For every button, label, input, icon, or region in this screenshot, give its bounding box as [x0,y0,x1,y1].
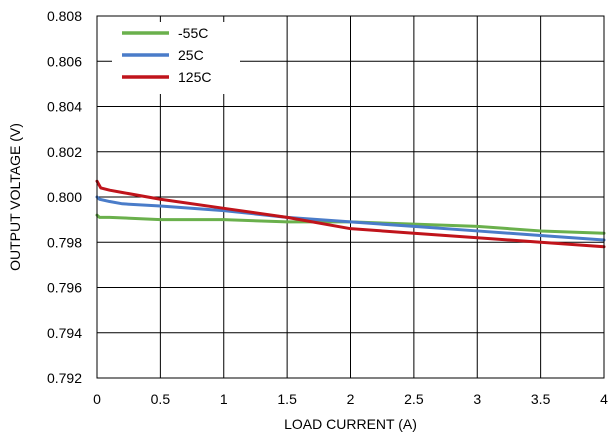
x-tick-label: 0.5 [151,391,171,407]
plot-frame [96,15,605,379]
x-tick-label: 3.5 [531,391,551,407]
series-line-55c [95,213,606,235]
x-tick-label: 1.5 [277,391,297,407]
x-tick-label: 0 [93,391,101,407]
x-tick-label: 2.5 [404,391,424,407]
legend-label: 125C [178,69,211,85]
series-line-125c [95,179,606,249]
y-tick-label: 0.806 [47,53,82,69]
x-tick-label: 3 [473,391,481,407]
x-tick-label: 2 [347,391,355,407]
y-tick-label: 0.804 [47,99,82,115]
y-tick-labels: 0.792 0.794 0.796 0.798 0.800 0.802 0.804 0.806… [47,8,82,386]
x-tick-labels: 0 0.5 1 1.5 2 2.5 3 3.5 4 [93,391,608,407]
x-tick-label: 4 [600,391,608,407]
legend: -55C 25C 125C [112,22,240,94]
y-tick-label: 0.792 [47,370,82,386]
series-lines [95,179,606,249]
x-tick-label: 1 [220,391,228,407]
y-tick-label: 0.802 [47,144,82,160]
y-tick-label: 0.808 [47,8,82,24]
legend-label: -55C [178,25,208,41]
y-tick-label: 0.796 [47,280,82,296]
legend-label: 25C [178,47,204,63]
y-tick-label: 0.800 [47,189,82,205]
x-axis-label: LOAD CURRENT (A) [284,416,417,432]
y-axis-label: OUTPUT VOLTAGE (V) [7,123,23,271]
y-tick-label: 0.798 [47,234,82,250]
y-tick-label: 0.794 [47,325,82,341]
